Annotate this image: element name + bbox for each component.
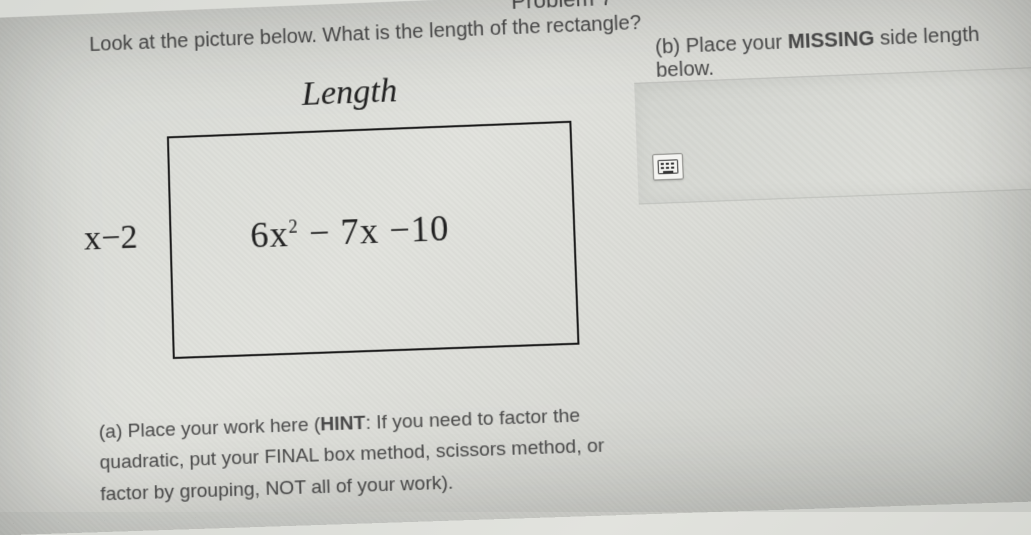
keyboard-icon	[658, 159, 679, 174]
part-a-hint-word: HINT	[320, 413, 366, 436]
part-a-prefix: (a) Place your work here (	[99, 414, 321, 443]
part-b-prefix: (b) Place your	[655, 31, 789, 59]
math-keyboard-button[interactable]	[652, 153, 684, 181]
length-label-handwriting: Length	[301, 72, 398, 114]
area-expression-handwriting: 6x2 − 7x −10	[250, 207, 450, 257]
part-b-missing-word: MISSING	[787, 28, 874, 54]
side-label-handwriting: x−2	[84, 218, 138, 258]
answer-input-region[interactable]	[634, 67, 1031, 205]
prompt-question: Look at the picture below. What is the l…	[89, 12, 641, 57]
part-a-instructions: (a) Place your work here (HINT: If you n…	[98, 399, 651, 511]
